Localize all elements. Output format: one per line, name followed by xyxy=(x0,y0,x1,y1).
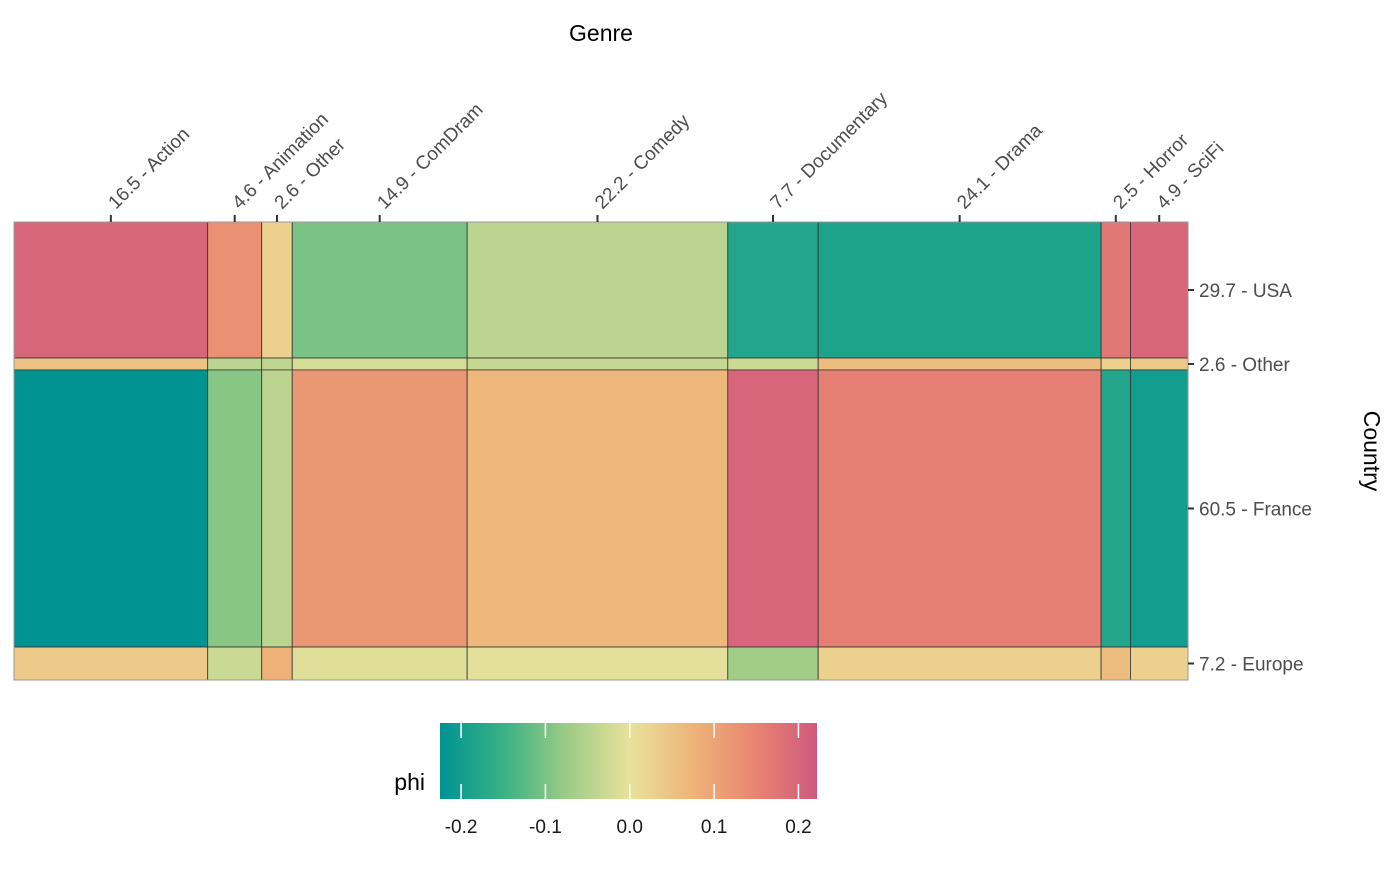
cell-1-0 xyxy=(13,357,209,371)
y-axis-title: Country xyxy=(1359,411,1385,492)
cell-1-3 xyxy=(291,357,468,371)
y-tick-label: 60.5 - France xyxy=(1199,499,1312,520)
cell-0-1 xyxy=(207,221,263,359)
cell-0-7 xyxy=(1100,221,1131,359)
cell-3-5 xyxy=(727,646,819,681)
cell-2-6 xyxy=(817,369,1102,648)
cell-0-5 xyxy=(727,221,819,359)
x-tick-label: 14.9 - ComDram xyxy=(373,99,487,213)
cell-0-6 xyxy=(817,221,1102,359)
color-legend: phi -0.2 -0.1 0.0 0.1 0.2 xyxy=(394,723,817,838)
cell-3-7 xyxy=(1100,646,1131,681)
cell-2-8 xyxy=(1130,369,1189,648)
cell-2-0 xyxy=(13,369,209,648)
cells xyxy=(13,221,1189,681)
cell-2-2 xyxy=(261,369,293,648)
plot-border xyxy=(13,221,1189,681)
cell-2-7 xyxy=(1100,369,1131,648)
x-tick-label: 24.1 - Drama xyxy=(953,120,1047,214)
cell-1-7 xyxy=(1100,357,1131,371)
cell-3-4 xyxy=(466,646,729,681)
cell-0-8 xyxy=(1130,221,1189,359)
x-tick-label: 16.5 - Action xyxy=(105,124,195,214)
legend-title: phi xyxy=(394,769,425,795)
legend-tick-label: -0.2 xyxy=(445,817,478,838)
x-axis-title: Genre xyxy=(569,20,633,46)
cell-1-4 xyxy=(466,357,729,371)
x-tick-label: 22.2 - Comedy xyxy=(591,110,694,213)
cell-1-8 xyxy=(1130,357,1189,371)
cell-2-5 xyxy=(727,369,819,648)
cell-3-8 xyxy=(1130,646,1189,681)
cell-3-2 xyxy=(261,646,293,681)
cell-1-2 xyxy=(261,357,293,371)
cell-3-3 xyxy=(291,646,468,681)
legend-tick-label: -0.1 xyxy=(529,817,562,838)
cell-2-1 xyxy=(207,369,263,648)
legend-tick-label: 0.1 xyxy=(701,817,727,838)
cell-3-6 xyxy=(817,646,1102,681)
cell-1-1 xyxy=(207,357,263,371)
cell-3-1 xyxy=(207,646,263,681)
y-axis-ticks: 29.7 - USA 2.6 - Other 60.5 - France 7.2 - … xyxy=(1188,281,1312,676)
cell-0-3 xyxy=(291,221,468,359)
legend-tick-label: 0.0 xyxy=(617,817,643,838)
y-tick-label: 2.6 - Other xyxy=(1199,355,1290,376)
cell-0-0 xyxy=(13,221,209,359)
cell-1-5 xyxy=(727,357,819,371)
cell-2-4 xyxy=(466,369,729,648)
y-tick-label: 29.7 - USA xyxy=(1199,281,1292,302)
cell-0-4 xyxy=(466,221,729,359)
legend-tick-label: 0.2 xyxy=(785,817,811,838)
cell-3-0 xyxy=(13,646,209,681)
cell-0-2 xyxy=(261,221,293,359)
cell-2-3 xyxy=(291,369,468,648)
y-tick-label: 7.2 - Europe xyxy=(1199,655,1304,676)
cell-1-6 xyxy=(817,357,1102,371)
x-tick-label: 7.7 - Documentary xyxy=(767,88,893,214)
colorbar xyxy=(440,723,817,799)
